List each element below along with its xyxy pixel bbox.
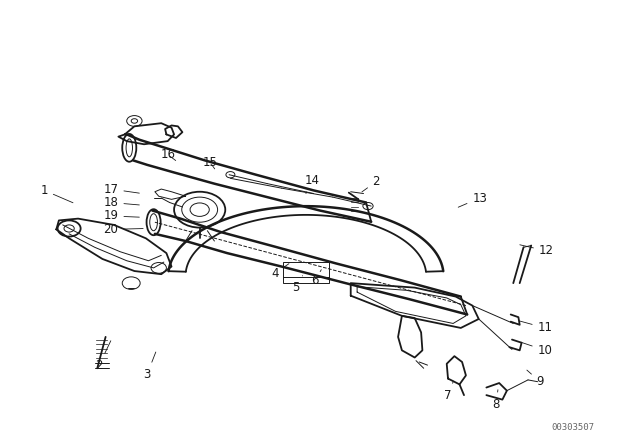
Text: 18: 18 [104, 196, 140, 209]
Text: 15: 15 [202, 155, 218, 169]
Text: 2: 2 [362, 175, 380, 192]
Text: 19: 19 [104, 209, 140, 223]
Text: 00303507: 00303507 [551, 423, 595, 432]
Text: 16: 16 [160, 148, 176, 161]
Text: 17: 17 [104, 182, 140, 196]
Text: 9: 9 [527, 370, 544, 388]
Text: 1: 1 [40, 184, 73, 203]
Bar [283, 262, 329, 283]
Text: 10: 10 [521, 342, 552, 357]
Text: 11: 11 [520, 321, 552, 335]
Text: 8: 8 [492, 390, 500, 411]
Text: 2: 2 [95, 341, 111, 372]
Text: 4: 4 [271, 264, 289, 280]
Text: 14: 14 [305, 173, 320, 194]
Text: 20: 20 [104, 223, 143, 236]
Text: 7: 7 [444, 381, 453, 402]
Text: 5: 5 [292, 276, 303, 294]
Text: 3: 3 [143, 352, 156, 381]
Text: 6: 6 [311, 270, 321, 288]
Text: 13: 13 [458, 191, 487, 207]
Text: 12: 12 [520, 244, 554, 258]
